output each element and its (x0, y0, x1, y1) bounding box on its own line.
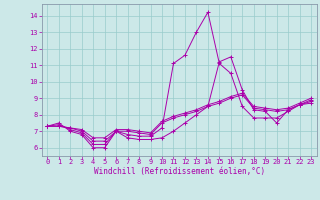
X-axis label: Windchill (Refroidissement éolien,°C): Windchill (Refroidissement éolien,°C) (94, 167, 265, 176)
